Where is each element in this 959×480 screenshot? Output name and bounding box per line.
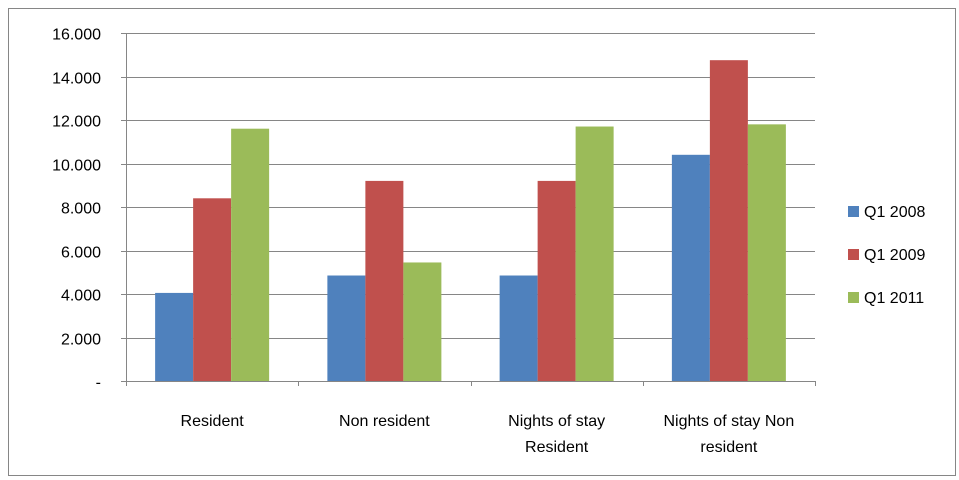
x-axis-tick-labels: Resident Non resident Nights of stay Reside… (181, 413, 795, 456)
legend-label: Q1 2011 (864, 290, 924, 307)
x-category-label-line: Nights of stay (508, 413, 605, 430)
x-category-label: Nights of stay Non resident (664, 413, 795, 456)
bar-q1-2008 (671, 154, 710, 381)
bar-q1-2011 (231, 128, 270, 381)
bar-q1-2011 (575, 126, 614, 382)
y-axis-tick-labels: - 2.000 4.000 6.000 8.000 10.000 12.000 14.000 1… (52, 27, 101, 392)
axes (121, 33, 816, 386)
y-tick-label: - (96, 375, 101, 392)
legend: Q1 2008 Q1 2009 Q1 2011 (848, 204, 925, 307)
legend-swatch (848, 206, 859, 217)
y-tick-label: 10.000 (52, 158, 101, 175)
legend-label: Q1 2009 (864, 247, 925, 264)
bar-q1-2008 (155, 292, 194, 381)
x-category-label-line: resident (700, 439, 757, 456)
x-category-label-line: Non resident (339, 413, 430, 430)
y-tick-label: 12.000 (52, 114, 101, 131)
bar-chart: - 2.000 4.000 6.000 8.000 10.000 12.000 14.000 1… (52, 27, 925, 457)
legend-swatch (848, 249, 859, 260)
bar-q1-2009 (365, 180, 404, 381)
x-category-label-line: Resident (525, 439, 589, 456)
y-tick-label: 14.000 (52, 71, 101, 88)
y-tick-label: 6.000 (61, 245, 101, 262)
bar-q1-2008 (499, 275, 538, 381)
y-tick-label: 8.000 (61, 201, 101, 218)
bar-q1-2009 (709, 60, 748, 381)
x-category-label: Resident (181, 413, 245, 430)
bar-q1-2011 (747, 124, 786, 381)
x-category-label: Non resident (339, 413, 430, 430)
x-category-label: Nights of stay Resident (508, 413, 605, 456)
legend-swatch (848, 292, 859, 303)
y-tick-label: 2.000 (61, 332, 101, 349)
x-category-label-line: Nights of stay Non (664, 413, 795, 430)
y-tick-label: 4.000 (61, 288, 101, 305)
bar-q1-2008 (327, 275, 366, 381)
legend-label: Q1 2008 (864, 204, 925, 221)
chart-frame: - 2.000 4.000 6.000 8.000 10.000 12.000 14.000 1… (8, 8, 956, 476)
bar-q1-2011 (403, 262, 442, 381)
bars (155, 60, 786, 382)
x-category-label-line: Resident (181, 413, 245, 430)
bar-q1-2009 (193, 198, 232, 381)
bar-q1-2009 (537, 180, 576, 381)
y-tick-label: 16.000 (52, 27, 101, 44)
